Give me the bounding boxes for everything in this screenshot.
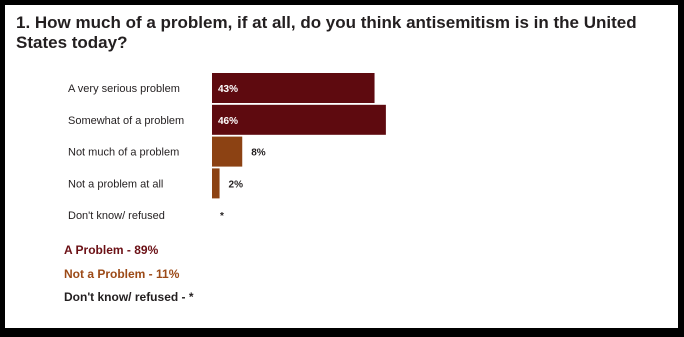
category-label-don-t-know-refused: Don't know/ refused — [68, 210, 165, 222]
chart-title: 1. How much of a problem, if at all, do … — [16, 13, 637, 52]
value-label-not-a-problem-at-all: 2% — [229, 179, 244, 190]
category-label-somewhat-of-a-problem: Somewhat of a problem — [68, 115, 184, 127]
value-label-not-much-of-a-problem: 8% — [251, 148, 266, 159]
bar-somewhat-of-a-problem — [212, 104, 386, 135]
category-label-a-very-serious-problem: A very serious problem — [68, 83, 180, 95]
summary-a-problem: A Problem - 89% — [64, 243, 159, 257]
summary-dont-know: Don't know/ refused - * — [64, 290, 194, 304]
category-label-not-a-problem-at-all: Not a problem at all — [68, 178, 163, 190]
bar-not-a-problem-at-all — [212, 168, 220, 199]
value-label-somewhat-of-a-problem: 46% — [218, 116, 238, 127]
bar-not-much-of-a-problem — [212, 136, 243, 167]
category-label-not-much-of-a-problem: Not much of a problem — [68, 147, 179, 159]
value-label-a-very-serious-problem: 43% — [218, 84, 238, 95]
summary-not-a-problem: Not a Problem - 11% — [64, 267, 180, 281]
value-label-don-t-know-refused: * — [220, 211, 224, 222]
bar-a-very-serious-problem — [212, 73, 375, 103]
